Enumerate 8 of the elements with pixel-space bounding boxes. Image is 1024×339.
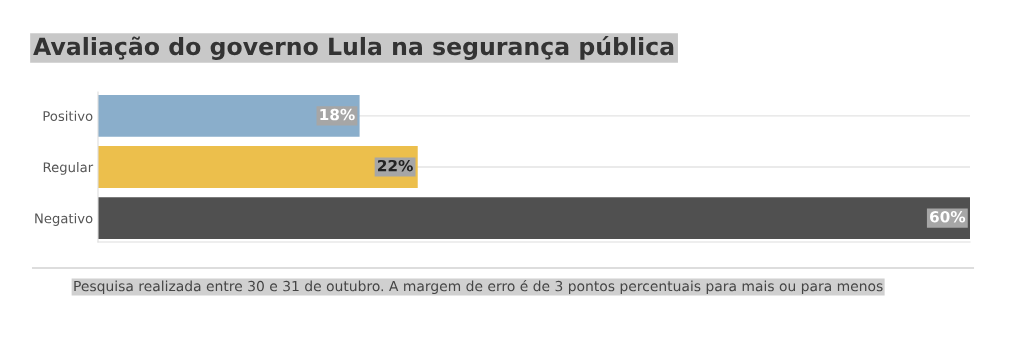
y-tick-label: Regular bbox=[43, 161, 94, 175]
y-tick-label: Negativo bbox=[35, 213, 93, 226]
y-tick-label: Positivo bbox=[43, 110, 93, 122]
data-label: 18% bbox=[320, 108, 355, 121]
data-label: 22% bbox=[378, 159, 413, 172]
text: Pesquisa realizada entre 30 e 31 de outubro. A margem de erro é de 3 pontos percentuais para mais ou para menos bbox=[74, 280, 883, 294]
chart-title: Avaliação do governo Lula na segurança pública bbox=[33, 36, 674, 60]
data-label: 60% bbox=[930, 211, 966, 223]
